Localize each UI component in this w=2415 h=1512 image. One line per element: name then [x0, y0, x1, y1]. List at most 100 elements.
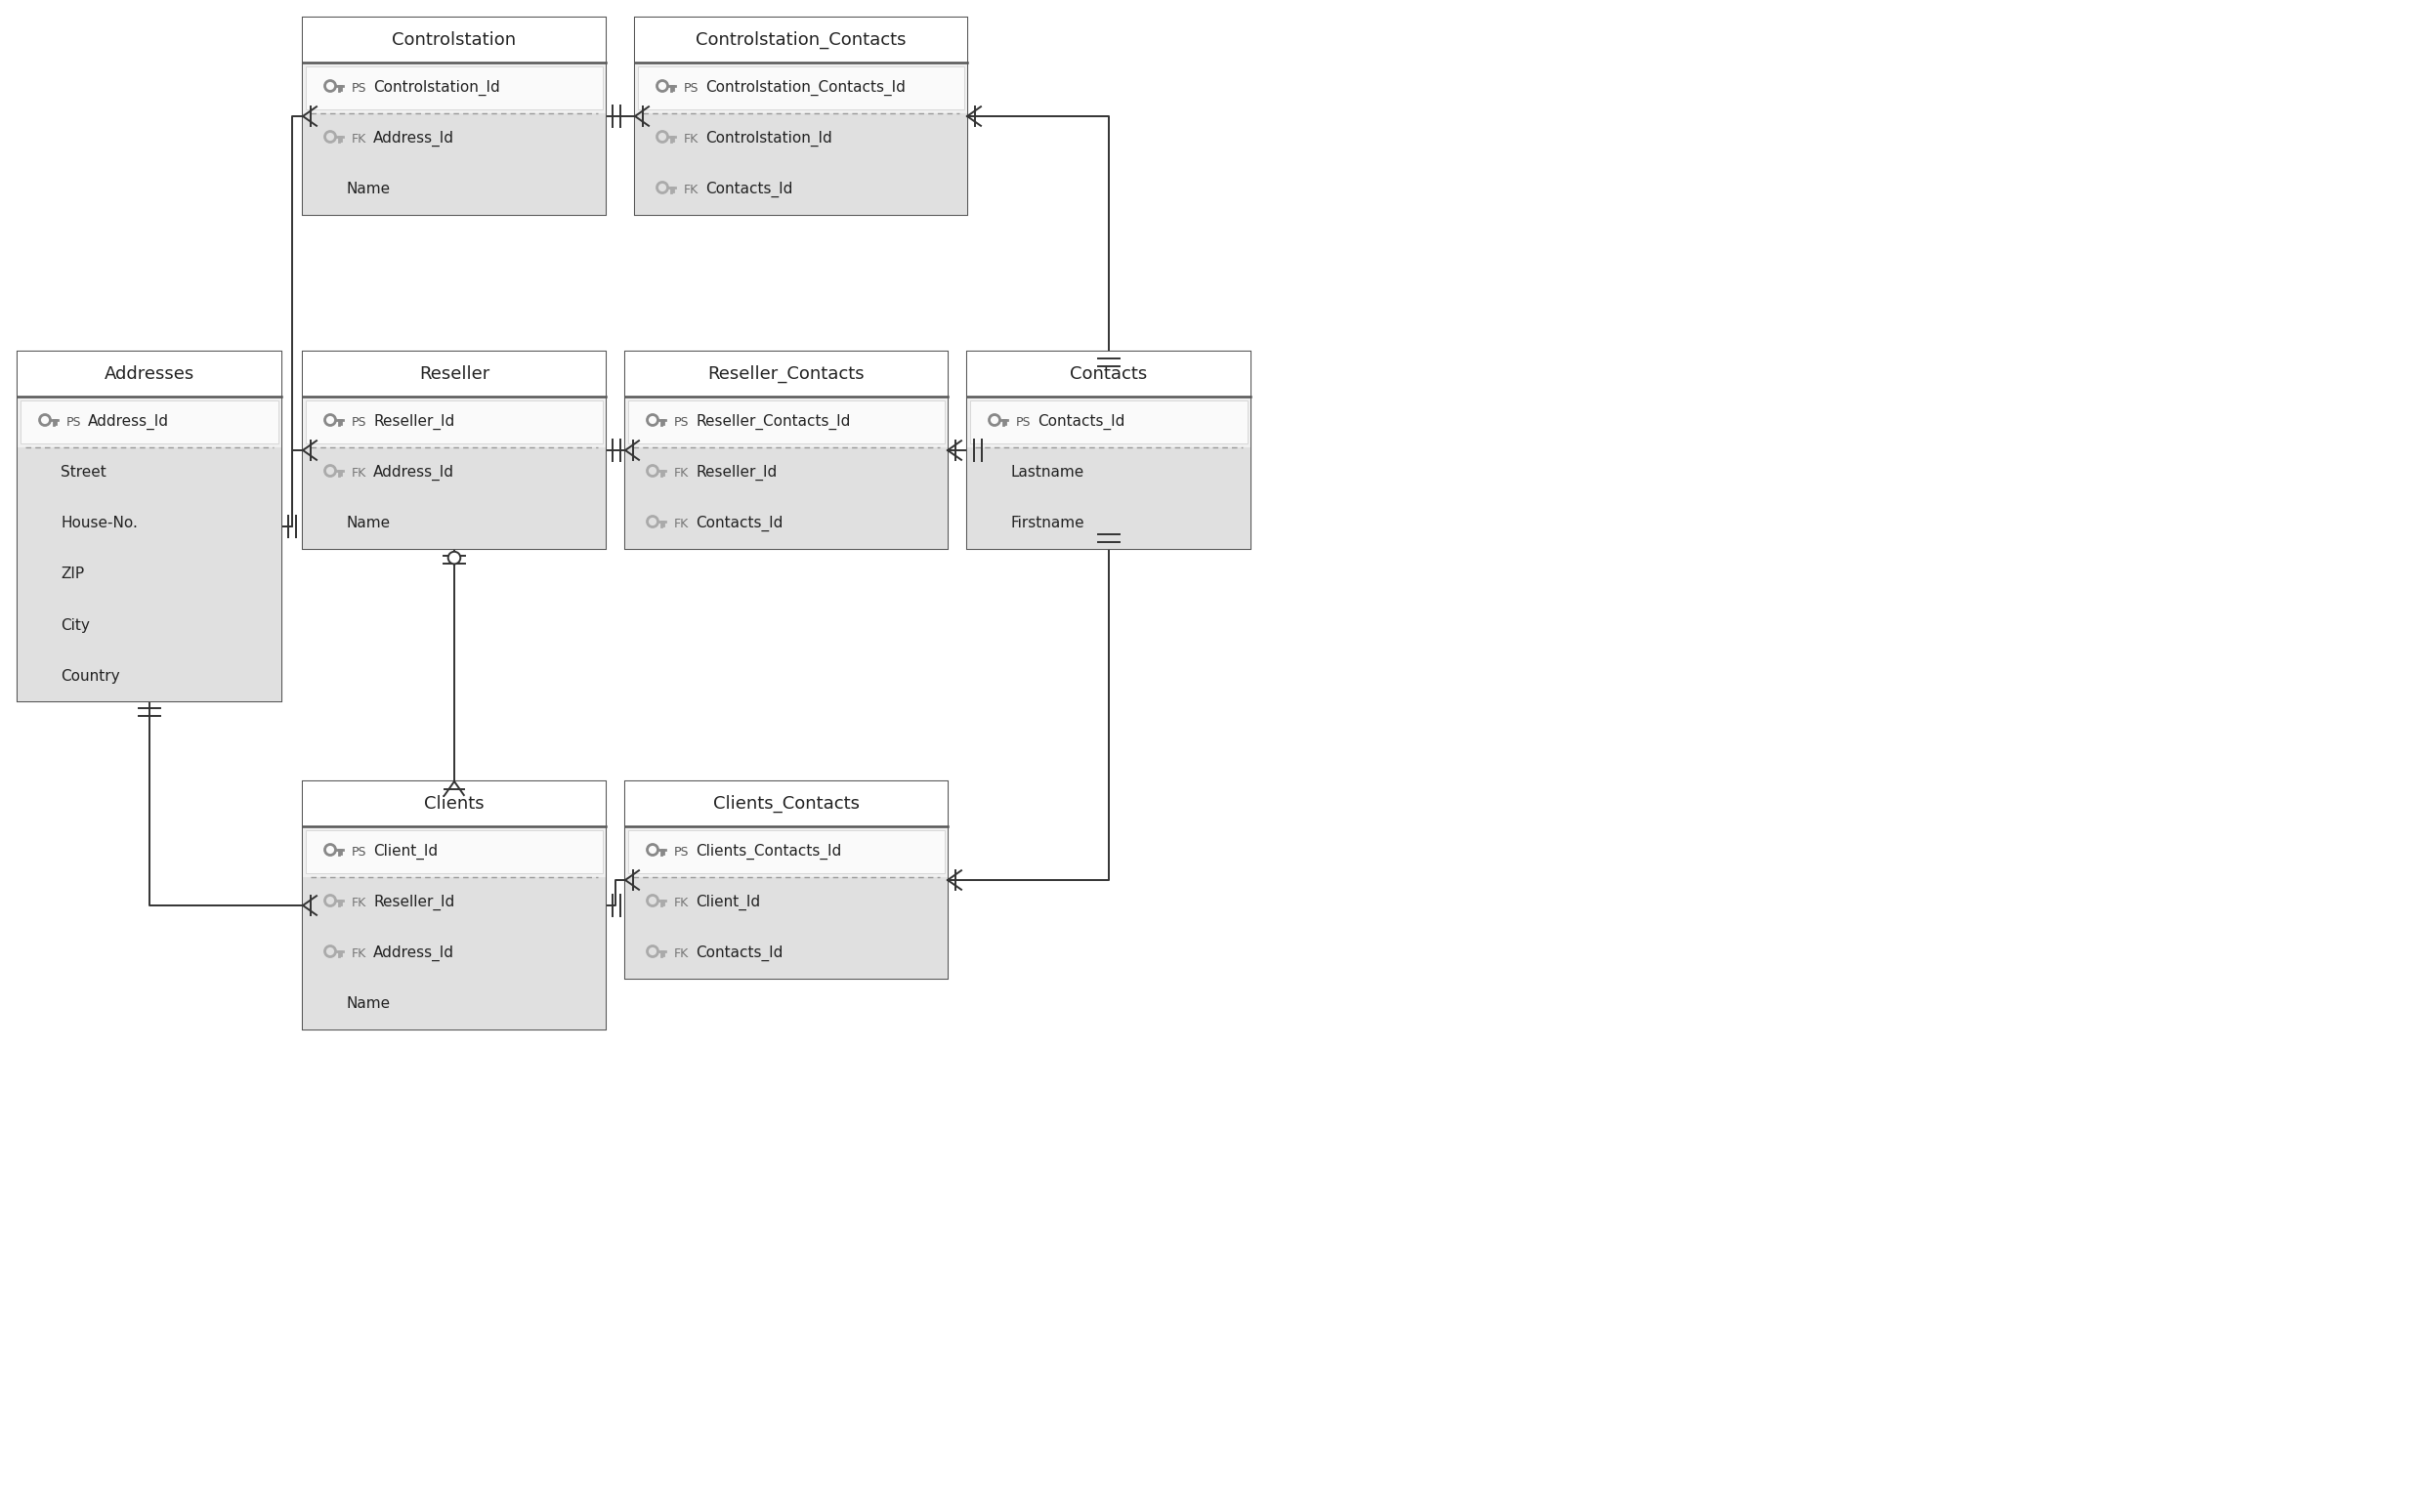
Bar: [625, 352, 947, 549]
Text: Contacts_Id: Contacts_Id: [1038, 414, 1125, 429]
Bar: [302, 396, 606, 448]
Bar: [966, 497, 1251, 549]
Text: Client_Id: Client_Id: [374, 844, 437, 860]
Text: FK: FK: [353, 897, 367, 909]
Text: FK: FK: [674, 947, 688, 960]
Text: PS: PS: [68, 416, 82, 428]
Bar: [307, 67, 604, 109]
Text: Address_Id: Address_Id: [374, 464, 454, 481]
Text: Contacts_Id: Contacts_Id: [696, 516, 782, 531]
Text: FK: FK: [674, 517, 688, 529]
Text: Name: Name: [345, 516, 389, 531]
Bar: [625, 782, 947, 978]
Bar: [17, 396, 283, 448]
Bar: [17, 497, 283, 549]
Text: Reseller: Reseller: [418, 366, 490, 383]
Bar: [628, 401, 944, 443]
Text: Controlstation_Contacts: Controlstation_Contacts: [696, 32, 906, 48]
Bar: [625, 396, 947, 448]
Text: Reseller_Id: Reseller_Id: [374, 895, 454, 910]
Bar: [307, 830, 604, 874]
Bar: [17, 352, 283, 396]
Bar: [966, 396, 1251, 448]
Text: Controlstation_Id: Controlstation_Id: [374, 80, 500, 95]
Bar: [966, 448, 1251, 497]
Text: PS: PS: [674, 416, 688, 428]
Text: FK: FK: [353, 466, 367, 479]
Text: Address_Id: Address_Id: [87, 414, 169, 429]
Bar: [628, 830, 944, 874]
Bar: [966, 352, 1251, 396]
Bar: [302, 352, 606, 396]
Text: PS: PS: [353, 416, 367, 428]
Bar: [625, 448, 947, 497]
Text: Client_Id: Client_Id: [696, 895, 761, 910]
Text: PS: PS: [683, 82, 698, 94]
Text: Clients: Clients: [425, 795, 485, 812]
Bar: [302, 782, 606, 1030]
Text: Contacts_Id: Contacts_Id: [696, 945, 782, 962]
Text: Clients_Contacts: Clients_Contacts: [712, 795, 860, 813]
Circle shape: [449, 552, 461, 564]
Bar: [971, 401, 1249, 443]
Text: Name: Name: [345, 996, 389, 1012]
Bar: [302, 782, 606, 827]
Text: PS: PS: [353, 82, 367, 94]
Bar: [302, 113, 606, 165]
Bar: [625, 782, 947, 827]
Bar: [302, 18, 606, 215]
Text: PS: PS: [1017, 416, 1031, 428]
Bar: [302, 497, 606, 549]
Text: City: City: [60, 618, 89, 632]
Bar: [302, 448, 606, 497]
Bar: [625, 877, 947, 928]
Text: FK: FK: [674, 897, 688, 909]
Bar: [17, 549, 283, 600]
Bar: [302, 877, 606, 928]
Text: Controlstation_Id: Controlstation_Id: [705, 130, 833, 147]
Text: House-No.: House-No.: [60, 516, 138, 531]
Text: Contacts: Contacts: [1070, 366, 1147, 383]
Bar: [635, 62, 966, 113]
Bar: [635, 165, 966, 215]
Text: FK: FK: [674, 466, 688, 479]
Text: Reseller_Contacts: Reseller_Contacts: [708, 366, 865, 383]
Bar: [302, 62, 606, 113]
Bar: [17, 448, 283, 497]
Text: Country: Country: [60, 668, 121, 683]
Text: FK: FK: [683, 183, 698, 197]
Bar: [17, 600, 283, 650]
Bar: [635, 18, 966, 62]
Text: Reseller_Id: Reseller_Id: [696, 464, 778, 481]
Bar: [635, 113, 966, 165]
Text: Address_Id: Address_Id: [374, 945, 454, 962]
Text: PS: PS: [353, 845, 367, 859]
Bar: [625, 497, 947, 549]
Text: Reseller_Id: Reseller_Id: [374, 414, 454, 429]
Bar: [625, 827, 947, 877]
Text: Address_Id: Address_Id: [374, 130, 454, 147]
Text: FK: FK: [353, 133, 367, 145]
Bar: [635, 18, 966, 215]
Bar: [302, 352, 606, 549]
Bar: [302, 978, 606, 1030]
Bar: [19, 401, 278, 443]
Text: FK: FK: [683, 133, 698, 145]
Bar: [966, 352, 1251, 549]
Text: Contacts_Id: Contacts_Id: [705, 181, 792, 198]
Bar: [302, 827, 606, 877]
Bar: [302, 928, 606, 978]
Text: Name: Name: [345, 181, 389, 197]
Text: Addresses: Addresses: [104, 366, 196, 383]
Bar: [17, 352, 283, 702]
Bar: [638, 67, 964, 109]
Text: Controlstation: Controlstation: [391, 32, 517, 48]
Text: Reseller_Contacts_Id: Reseller_Contacts_Id: [696, 414, 850, 429]
Bar: [17, 650, 283, 702]
Text: FK: FK: [353, 947, 367, 960]
Text: Clients_Contacts_Id: Clients_Contacts_Id: [696, 844, 840, 860]
Text: Controlstation_Contacts_Id: Controlstation_Contacts_Id: [705, 80, 906, 95]
Text: Lastname: Lastname: [1009, 466, 1084, 481]
Text: Firstname: Firstname: [1009, 516, 1084, 531]
Bar: [302, 18, 606, 62]
